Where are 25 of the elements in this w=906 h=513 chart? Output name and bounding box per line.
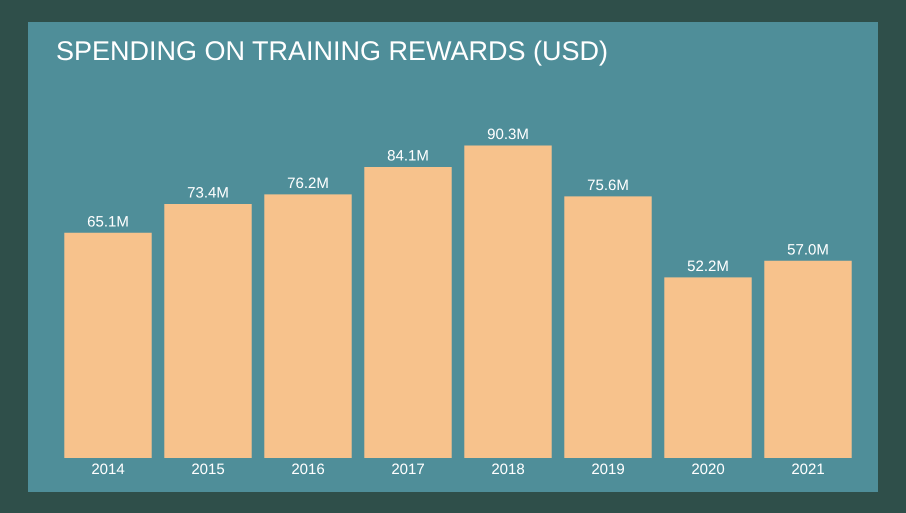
data-label: 75.6M (587, 177, 629, 194)
chart-title: SPENDING ON TRAINING REWARDS (USD) (56, 36, 608, 67)
data-label: 52.2M (687, 258, 729, 276)
x-tick-label: 2018 (491, 461, 525, 478)
bar (664, 277, 752, 458)
x-tick-label: 2014 (91, 461, 125, 478)
bar (164, 204, 252, 458)
bar (264, 194, 352, 458)
data-label: 73.4M (187, 184, 229, 202)
x-tick-label: 2015 (191, 461, 225, 478)
bar (464, 146, 552, 458)
data-label: 65.1M (87, 213, 129, 230)
bar (364, 167, 452, 458)
x-tick-label: 2017 (391, 461, 425, 478)
x-tick-label: 2021 (791, 461, 825, 478)
data-label: 90.3M (487, 126, 529, 144)
x-tick-label: 2019 (591, 461, 625, 478)
data-label: 84.1M (387, 148, 429, 165)
data-label: 57.0M (787, 241, 829, 258)
x-tick-label: 2016 (291, 461, 325, 478)
data-label: 76.2M (287, 174, 329, 192)
bar (764, 260, 852, 458)
bar (564, 196, 652, 458)
bar (64, 232, 152, 458)
x-tick-label: 2020 (691, 461, 725, 478)
